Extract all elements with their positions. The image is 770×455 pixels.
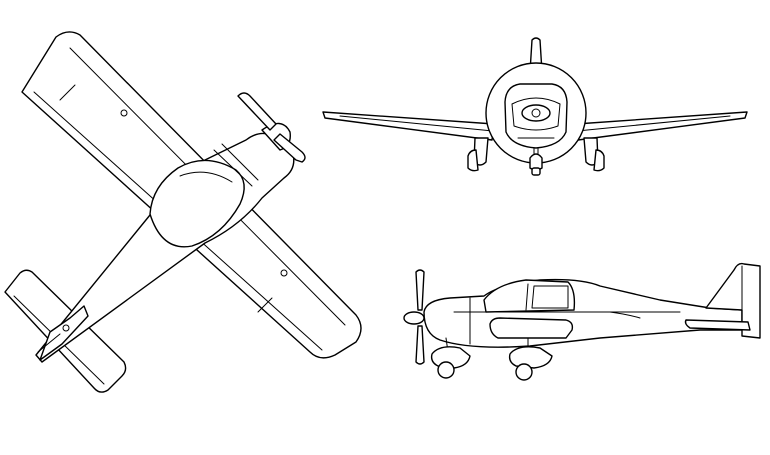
front-left-wing: [322, 111, 495, 141]
side-wing-root: [489, 317, 574, 339]
front-left-gear: [467, 137, 489, 172]
side-horizontal-tail: [684, 319, 751, 331]
front-nose-gear: [529, 147, 543, 176]
top-view: [4, 31, 362, 393]
side-fuselage: [423, 278, 743, 348]
side-vertical-tail: [705, 262, 761, 339]
side-propeller: [403, 269, 425, 365]
propeller-top: [237, 92, 306, 163]
front-right-wing: [575, 111, 748, 141]
side-nose-gear: [430, 337, 471, 379]
front-view: [322, 37, 748, 176]
side-main-gear: [508, 337, 553, 381]
side-view: [403, 262, 761, 381]
side-canopy: [483, 279, 576, 313]
front-right-gear: [583, 137, 605, 172]
fuselage-top: [35, 122, 295, 363]
